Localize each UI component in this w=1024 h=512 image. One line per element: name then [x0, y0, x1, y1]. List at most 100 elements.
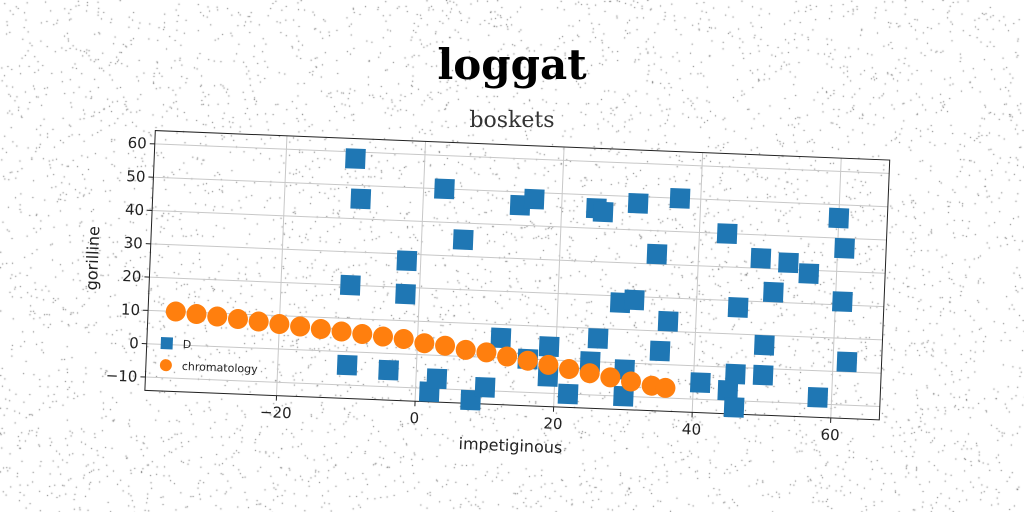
- series-d: [336, 148, 858, 418]
- data-point-square: [689, 372, 711, 394]
- data-point-circle: [393, 329, 414, 350]
- data-point-square: [834, 237, 855, 259]
- data-point-square: [538, 336, 560, 357]
- x-axis-label: impetiginous: [458, 434, 562, 457]
- data-point-circle: [331, 321, 352, 342]
- data-point-circle: [269, 314, 290, 335]
- data-point-circle: [352, 324, 373, 345]
- data-point-square: [587, 328, 609, 349]
- data-point-circle: [372, 326, 393, 347]
- data-point-circle: [559, 359, 580, 380]
- y-tick-label: 40: [125, 200, 145, 219]
- data-point-square: [592, 201, 614, 223]
- data-point-circle: [600, 367, 621, 388]
- data-point-square: [396, 250, 418, 272]
- y-tick-label: 30: [123, 234, 143, 253]
- data-point-square: [426, 368, 448, 390]
- data-point-square: [350, 188, 372, 210]
- data-point-square: [434, 178, 455, 200]
- data-point-square: [778, 252, 799, 274]
- data-point-square: [753, 334, 775, 356]
- x-tick-label: 40: [682, 420, 702, 439]
- series-chromatology: [165, 301, 676, 398]
- data-point-square: [378, 359, 399, 381]
- data-point-square: [345, 148, 366, 170]
- data-point-square: [646, 243, 668, 265]
- data-point-square: [623, 289, 645, 311]
- data-point-square: [752, 364, 774, 386]
- x-grid-line: [276, 135, 288, 396]
- data-point-square: [750, 247, 772, 269]
- data-point-square: [452, 229, 474, 251]
- data-point-circle: [435, 335, 456, 356]
- grid-lines: [145, 135, 890, 418]
- data-point-square: [649, 340, 671, 362]
- x-grid-line: [830, 158, 842, 418]
- data-point-square: [807, 386, 829, 408]
- data-point-circle: [186, 304, 207, 325]
- data-point-square: [657, 310, 679, 332]
- data-point-square: [832, 291, 853, 313]
- data-point-circle: [620, 371, 641, 392]
- x-tick-label: 0: [409, 409, 419, 427]
- data-point-square: [717, 380, 739, 401]
- x-grid-line: [691, 152, 704, 413]
- axis-ticks: −20 0 20 40 60 −10 0 10 20 30 40 50 60: [105, 134, 840, 445]
- x-tick-label: 20: [543, 414, 563, 433]
- data-point-square: [727, 297, 749, 318]
- data-point-circle: [165, 301, 186, 322]
- y-grid-line: [150, 243, 886, 274]
- y-tick-label: 60: [127, 134, 147, 153]
- data-point-circle: [476, 342, 497, 363]
- y-grid-line: [145, 376, 880, 408]
- x-tick-label: 60: [820, 426, 840, 445]
- data-point-square: [798, 263, 820, 284]
- y-tick-label: 20: [122, 267, 142, 286]
- data-marks: [165, 148, 858, 418]
- data-point-circle: [310, 319, 331, 340]
- data-point-circle: [655, 377, 676, 398]
- data-point-circle: [248, 311, 269, 332]
- data-point-square: [474, 376, 496, 398]
- data-point-circle: [227, 309, 248, 330]
- data-point-square: [836, 351, 858, 373]
- data-point-square: [339, 274, 361, 296]
- data-point-square: [762, 281, 784, 303]
- y-grid-line: [154, 143, 890, 174]
- y-tick-label: −10: [105, 366, 137, 385]
- data-point-circle: [207, 306, 228, 327]
- data-point-square: [723, 396, 745, 418]
- data-point-square: [395, 283, 416, 305]
- data-point-circle: [579, 363, 600, 384]
- legend-marker-square: [160, 336, 174, 350]
- y-tick-label: 10: [121, 300, 141, 319]
- x-grid-line: [414, 141, 427, 402]
- data-point-square: [557, 383, 579, 405]
- legend-label: chromatology: [182, 360, 259, 376]
- data-point-square: [724, 363, 746, 385]
- data-point-square: [523, 188, 545, 210]
- data-point-square: [716, 223, 738, 244]
- data-point-circle: [517, 350, 538, 371]
- data-point-circle: [290, 316, 311, 337]
- plot-frame: [144, 130, 891, 421]
- data-point-square: [490, 327, 512, 349]
- legend-label: D: [182, 338, 191, 351]
- data-point-circle: [538, 354, 559, 375]
- data-point-circle: [414, 333, 435, 354]
- data-point-square: [336, 354, 358, 376]
- chart-subtitle: boskets: [469, 108, 555, 133]
- data-point-square: [828, 207, 850, 229]
- data-point-square: [669, 187, 691, 209]
- x-tick-label: −20: [260, 403, 292, 422]
- y-axis-label: gorilline: [82, 226, 104, 291]
- legend-marker-circle: [159, 359, 172, 372]
- data-point-circle: [497, 346, 518, 367]
- chart-title: loggat: [437, 40, 587, 89]
- y-tick-label: 50: [126, 167, 146, 186]
- y-grid-line: [152, 210, 887, 241]
- data-point-square: [627, 192, 649, 214]
- y-tick-label: 0: [129, 334, 139, 352]
